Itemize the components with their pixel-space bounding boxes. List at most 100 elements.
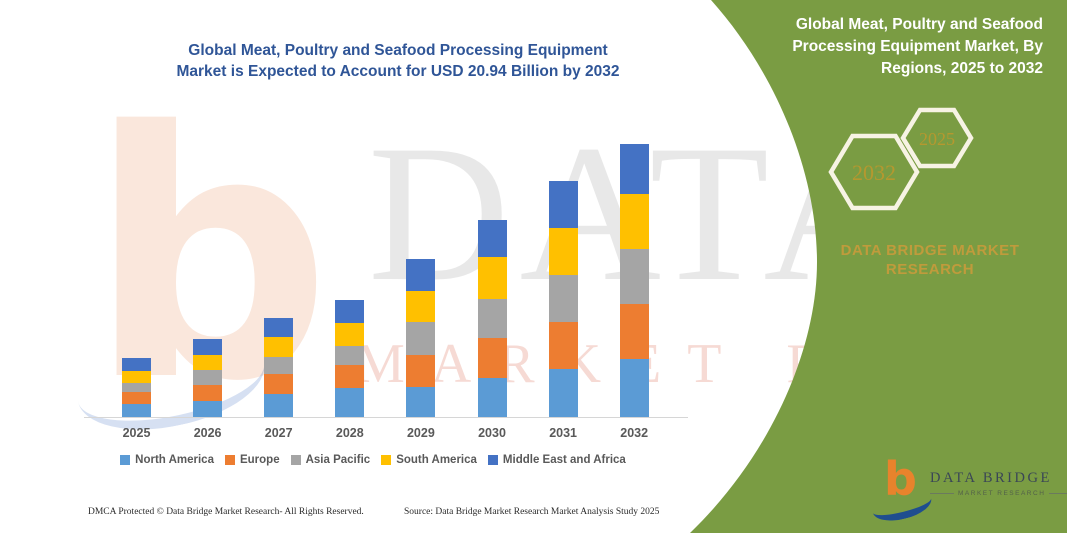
bar-segment-2028-south-america: [335, 322, 365, 346]
legend-swatch-middle-east-and-africa: [487, 455, 498, 465]
bar-segment-2028-middle-east-and-africa: [335, 299, 365, 323]
x-axis-label-2030: 2030: [478, 426, 506, 440]
bar-segment-2028-asia-pacific: [335, 345, 365, 366]
bar-segment-2030-asia-pacific: [477, 299, 507, 338]
legend-swatch-north-america: [120, 455, 131, 465]
bar-segment-2025-asia-pacific: [122, 382, 151, 393]
logo-rule-left: [930, 493, 954, 494]
legend-item-europe: Europe: [224, 454, 280, 466]
bar-segment-2030-middle-east-and-africa: [477, 220, 507, 258]
legend-label-middle-east-and-africa: Middle East and Africa: [502, 454, 626, 466]
chart-title-line2: Market is Expected to Account for USD 20…: [176, 63, 620, 80]
bar-2030: [477, 220, 507, 418]
legend-swatch-south-america: [381, 455, 392, 465]
chart-legend: North America Europe Asia Pacific South Ame…: [58, 454, 688, 466]
legend-label-south-america: South America: [396, 454, 477, 466]
bar-2026: [193, 339, 223, 418]
logo-subtitle: MARKET RESEARCH: [930, 490, 1067, 497]
bar-segment-2031-europe: [548, 322, 578, 370]
bar-segment-2027-middle-east-and-africa: [264, 317, 294, 338]
bar-segment-2027-north-america: [264, 394, 294, 418]
legend-item-middle-east-and-africa: Middle East and Africa: [487, 454, 626, 466]
logo-name: DATA BRIDGE: [930, 470, 1052, 486]
bar-2032: [619, 143, 649, 418]
hexagon-2032-label: 2032: [852, 160, 896, 185]
year-hexagons: 2032 2025: [828, 107, 974, 211]
legend-swatch-europe: [224, 455, 235, 465]
bar-segment-2025-europe: [122, 392, 151, 405]
bar-segment-2029-asia-pacific: [406, 322, 436, 355]
bar-segment-2032-south-america: [619, 193, 649, 249]
x-axis-label-2031: 2031: [549, 426, 577, 440]
bar-2028: [335, 299, 365, 418]
panel-brand-text: DATA BRIDGE MARKET RESEARCH: [810, 241, 1050, 279]
bar-segment-2026-north-america: [193, 401, 223, 418]
bar-segment-2029-north-america: [406, 387, 436, 418]
databridge-logo: b DATA BRIDGE MARKET RESEARCH: [869, 452, 1067, 526]
x-axis-line: [84, 417, 688, 418]
bar-segment-2032-middle-east-and-africa: [619, 143, 649, 194]
bar-segment-2031-north-america: [548, 369, 578, 418]
green-panel-shape: [690, 0, 1067, 533]
legend-item-south-america: South America: [381, 454, 477, 466]
x-axis-label-2029: 2029: [406, 426, 435, 440]
x-axis-label-2032: 2032: [620, 426, 649, 440]
bar-segment-2028-europe: [335, 365, 365, 388]
bar-segment-2030-europe: [477, 338, 507, 378]
bar-segment-2026-asia-pacific: [193, 369, 223, 385]
panel-title-line3: Regions, 2025 to 2032: [881, 60, 1043, 77]
x-axis-label-2026: 2026: [193, 426, 222, 440]
logo-subtitle-text: MARKET RESEARCH: [958, 490, 1046, 497]
hexagon-2025-label: 2025: [919, 129, 955, 149]
bar-segment-2027-asia-pacific: [264, 357, 294, 374]
bar-segment-2029-south-america: [406, 290, 436, 323]
bar-segment-2025-south-america: [122, 370, 151, 383]
bar-segment-2031-middle-east-and-africa: [548, 180, 578, 228]
logo-b-icon: b: [884, 452, 917, 506]
legend-label-europe: Europe: [239, 454, 280, 466]
dmca-text: DMCA Protected © Data Bridge Market Rese…: [88, 507, 364, 517]
legend-item-north-america: North America: [120, 454, 214, 466]
panel-title-line2: Processing Equipment Market, By: [792, 38, 1043, 55]
bar-segment-2031-asia-pacific: [548, 275, 578, 323]
legend-label-asia-pacific: Asia Pacific: [305, 454, 371, 466]
bar-segment-2025-north-america: [122, 404, 151, 418]
legend-label-north-america: North America: [135, 454, 214, 466]
panel-title-line1: Global Meat, Poultry and Seafood: [795, 16, 1043, 33]
chart-title-line1: Global Meat, Poultry and Seafood Process…: [188, 42, 608, 59]
bar-2031: [548, 180, 578, 418]
chart-title: Global Meat, Poultry and Seafood Process…: [120, 40, 676, 82]
bar-segment-2025-middle-east-and-africa: [122, 358, 151, 371]
bar-segment-2030-north-america: [477, 378, 507, 418]
x-axis-label-2025: 2025: [122, 426, 151, 440]
bar-segment-2029-europe: [406, 354, 436, 388]
panel-title: Global Meat, Poultry and Seafood Process…: [743, 14, 1043, 80]
bar-2029: [406, 259, 436, 418]
bar-segment-2026-europe: [193, 384, 223, 402]
bar-segment-2032-north-america: [619, 358, 649, 418]
bar-segment-2030-south-america: [477, 257, 507, 300]
bar-segment-2029-middle-east-and-africa: [406, 259, 436, 291]
logo-rule-right: [1049, 493, 1067, 494]
bar-2025: [122, 358, 151, 418]
legend-swatch-asia-pacific: [290, 455, 301, 465]
panel-brand-line1: DATA BRIDGE MARKET: [840, 242, 1020, 259]
bar-segment-2027-europe: [264, 373, 294, 395]
bar-segment-2031-south-america: [548, 227, 578, 276]
panel-brand-line2: RESEARCH: [885, 261, 975, 278]
bar-segment-2032-europe: [619, 303, 649, 359]
bar-segment-2026-middle-east-and-africa: [193, 339, 223, 356]
x-axis-label-2028: 2028: [335, 426, 364, 440]
bar-segment-2026-south-america: [193, 355, 223, 370]
bar-segment-2028-north-america: [335, 387, 365, 418]
bar-segment-2032-asia-pacific: [619, 248, 649, 304]
bar-2027: [264, 317, 294, 418]
hexagon-2032: [828, 133, 920, 211]
source-text: Source: Data Bridge Market Research Mark…: [404, 507, 660, 517]
x-axis-label-2027: 2027: [264, 426, 293, 440]
hexagon-2025: [900, 107, 974, 169]
bar-segment-2027-south-america: [264, 337, 294, 358]
legend-item-asia-pacific: Asia Pacific: [290, 454, 371, 466]
